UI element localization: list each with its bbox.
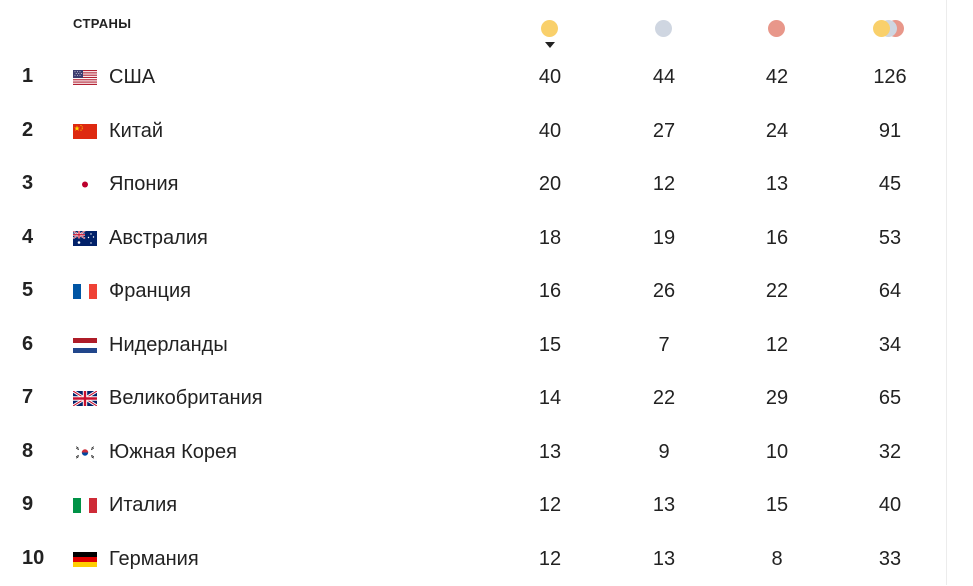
rank: 6: [22, 333, 33, 356]
gold-count: 13: [520, 441, 580, 464]
flag-italy-icon: [73, 498, 97, 513]
silver-count: 7: [634, 334, 694, 357]
bronze-count: 13: [747, 173, 807, 196]
rank: 3: [22, 172, 33, 195]
flag-japan-icon: [73, 177, 97, 192]
country-name: Южная Корея: [109, 441, 237, 464]
countries-column-header: СТРАНЫ: [73, 16, 131, 31]
divider: [946, 0, 947, 585]
rank: 1: [22, 65, 33, 88]
flag-germany-icon: [73, 552, 97, 567]
table-header: СТРАНЫ: [0, 0, 946, 52]
country-name: Германия: [109, 548, 199, 571]
rank: 8: [22, 440, 33, 463]
bronze-count: 29: [747, 387, 807, 410]
flag-china-icon: [73, 124, 97, 139]
gold-medal-icon: [541, 20, 558, 37]
table-row[interactable]: 5 Франция 16 26 22 64: [0, 265, 946, 319]
bronze-count: 24: [747, 120, 807, 143]
silver-count: 44: [634, 66, 694, 89]
country-name: Австралия: [109, 227, 208, 250]
rank: 9: [22, 493, 33, 516]
rank: 7: [22, 386, 33, 409]
silver-count: 13: [634, 494, 694, 517]
silver-count: 9: [634, 441, 694, 464]
flag-uk-icon: [73, 391, 97, 406]
table-row[interactable]: 10 Германия 12 13 8 33: [0, 533, 946, 586]
country-name: Франция: [109, 280, 191, 303]
total-count: 53: [860, 227, 920, 250]
table-row[interactable]: 2 Китай 40 27 24 91: [0, 105, 946, 159]
bronze-count: 42: [747, 66, 807, 89]
gold-count: 14: [520, 387, 580, 410]
table-row[interactable]: 4 Австралия 18 19 16 53: [0, 212, 946, 266]
total-count: 33: [860, 548, 920, 571]
gold-count: 16: [520, 280, 580, 303]
table-row[interactable]: 3 Япония 20 12 13 45: [0, 158, 946, 212]
sort-desc-icon: [545, 42, 555, 48]
bronze-count: 10: [747, 441, 807, 464]
bronze-column-header[interactable]: [747, 20, 807, 50]
country-name: США: [109, 66, 155, 89]
bronze-count: 8: [747, 548, 807, 571]
bronze-count: 15: [747, 494, 807, 517]
silver-column-header[interactable]: [634, 20, 694, 50]
total-count: 64: [860, 280, 920, 303]
silver-count: 13: [634, 548, 694, 571]
bronze-medal-icon: [768, 20, 785, 37]
flag-usa-icon: [73, 70, 97, 85]
table-row[interactable]: 1 США 40 44: [0, 51, 946, 105]
rank: 5: [22, 279, 33, 302]
table-body: 1 США 40 44: [0, 51, 946, 586]
flag-france-icon: [73, 284, 97, 299]
gold-count: 18: [520, 227, 580, 250]
silver-count: 26: [634, 280, 694, 303]
flag-australia-icon: [73, 231, 97, 246]
table-row[interactable]: 9 Италия 12 13 15 40: [0, 479, 946, 533]
rank: 10: [22, 547, 44, 570]
country-name: Япония: [109, 173, 178, 196]
total-count: 34: [860, 334, 920, 357]
table-row[interactable]: 8 Южная Корея 13 9 10: [0, 426, 946, 480]
silver-medal-icon: [655, 20, 672, 37]
table-row[interactable]: 7 Великобритания 14 22 29 65: [0, 372, 946, 426]
bronze-count: 16: [747, 227, 807, 250]
rank: 2: [22, 119, 33, 142]
total-count: 40: [860, 494, 920, 517]
bronze-count: 22: [747, 280, 807, 303]
table-row[interactable]: 6 Нидерланды 15 7 12 34: [0, 319, 946, 373]
gold-count: 12: [520, 548, 580, 571]
total-count: 45: [860, 173, 920, 196]
total-count: 91: [860, 120, 920, 143]
country-name: Нидерланды: [109, 334, 228, 357]
country-name: Италия: [109, 494, 177, 517]
gold-count: 40: [520, 66, 580, 89]
rank: 4: [22, 226, 33, 249]
total-column-header[interactable]: [860, 20, 920, 50]
silver-count: 27: [634, 120, 694, 143]
gold-count: 15: [520, 334, 580, 357]
total-medals-icon: [871, 20, 911, 37]
flag-netherlands-icon: [73, 338, 97, 353]
silver-count: 22: [634, 387, 694, 410]
total-count: 65: [860, 387, 920, 410]
gold-count: 40: [520, 120, 580, 143]
country-name: Великобритания: [109, 387, 263, 410]
total-count: 32: [860, 441, 920, 464]
gold-column-header[interactable]: [520, 20, 580, 50]
country-name: Китай: [109, 120, 163, 143]
total-count: 126: [860, 66, 920, 89]
flag-south-korea-icon: [73, 445, 97, 460]
silver-count: 12: [634, 173, 694, 196]
silver-count: 19: [634, 227, 694, 250]
gold-count: 12: [520, 494, 580, 517]
gold-count: 20: [520, 173, 580, 196]
bronze-count: 12: [747, 334, 807, 357]
